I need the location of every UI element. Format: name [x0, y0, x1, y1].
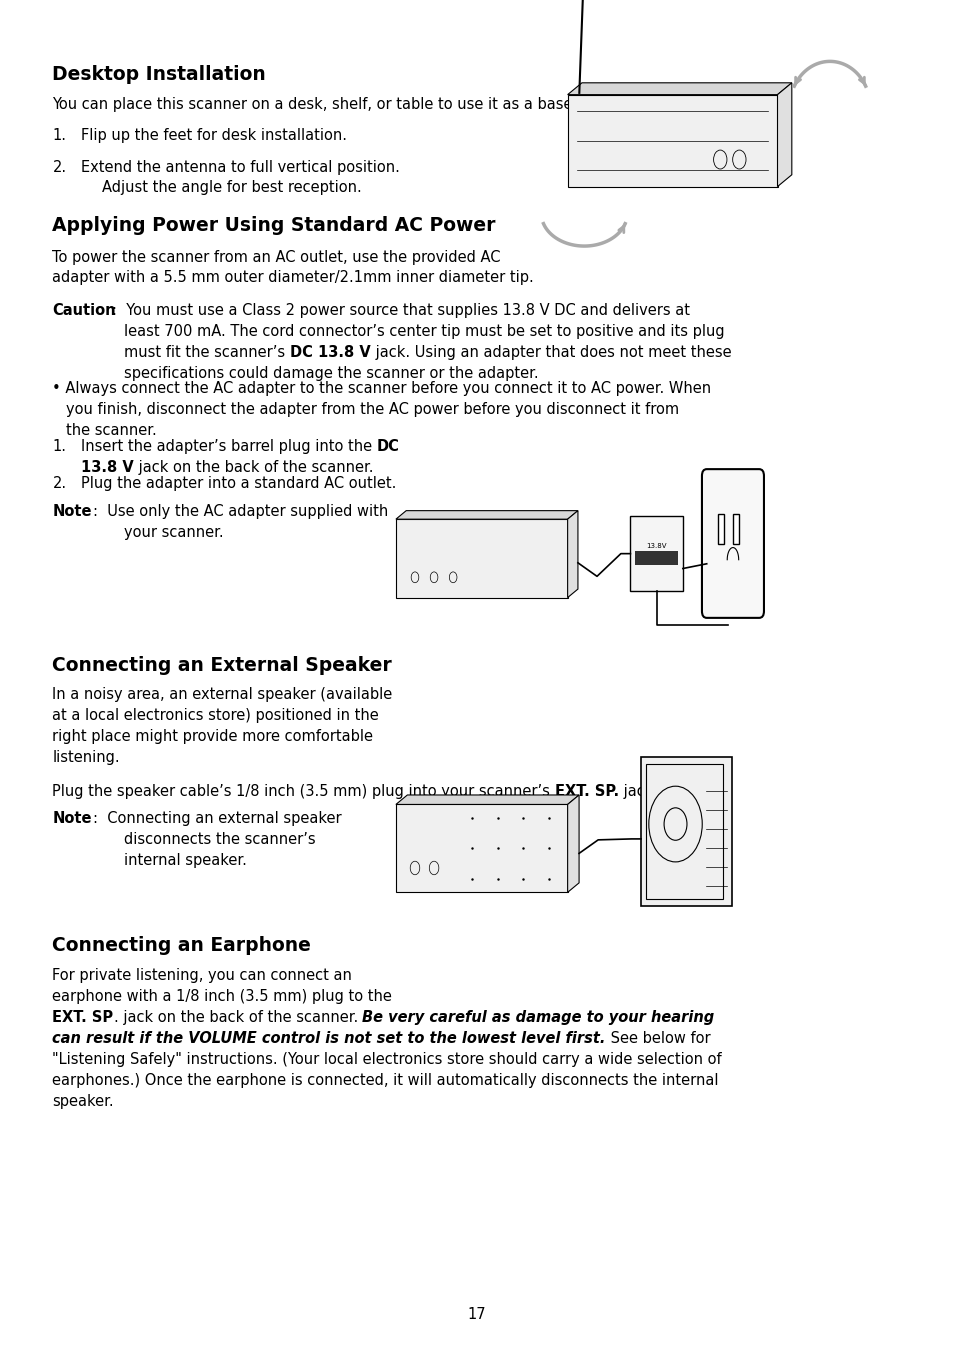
Polygon shape: [395, 519, 567, 598]
Text: In a noisy area, an external speaker (available: In a noisy area, an external speaker (av…: [52, 687, 393, 702]
Bar: [733, 514, 739, 544]
FancyBboxPatch shape: [701, 469, 763, 618]
Text: Applying Power Using Standard AC Power: Applying Power Using Standard AC Power: [52, 216, 496, 235]
Text: Be very careful as damage to your hearing: Be very careful as damage to your hearin…: [362, 1010, 714, 1025]
Text: you finish, disconnect the adapter from the AC power before you disconnect it fr: you finish, disconnect the adapter from …: [66, 403, 679, 418]
Polygon shape: [395, 511, 578, 519]
Text: 2.: 2.: [52, 160, 67, 174]
Text: :  Connecting an external speaker: : Connecting an external speaker: [92, 811, 341, 826]
Text: . jack on the back of the scanner.: . jack on the back of the scanner.: [113, 1010, 362, 1025]
Text: :  Use only the AC adapter supplied with: : Use only the AC adapter supplied with: [92, 504, 387, 519]
Text: adapter with a 5.5 mm outer diameter/2.1mm inner diameter tip.: adapter with a 5.5 mm outer diameter/2.1…: [52, 270, 534, 285]
Polygon shape: [567, 511, 578, 598]
Text: speaker.: speaker.: [52, 1094, 114, 1109]
Text: jack.: jack.: [618, 784, 658, 799]
FancyBboxPatch shape: [630, 516, 682, 591]
Text: 13.8V: 13.8V: [646, 544, 666, 549]
Text: internal speaker.: internal speaker.: [124, 853, 247, 868]
Text: DC 13.8 V: DC 13.8 V: [290, 345, 370, 360]
Text: jack on the back of the scanner.: jack on the back of the scanner.: [133, 460, 373, 476]
Polygon shape: [777, 82, 791, 187]
Text: at a local electronics store) positioned in the: at a local electronics store) positioned…: [52, 708, 379, 723]
Text: EXT. SP.: EXT. SP.: [555, 784, 618, 799]
Text: Desktop Installation: Desktop Installation: [52, 65, 266, 84]
Text: Adjust the angle for best reception.: Adjust the angle for best reception.: [102, 180, 361, 195]
Polygon shape: [567, 95, 777, 187]
Text: must fit the scanner’s: must fit the scanner’s: [124, 345, 290, 360]
Text: 1.: 1.: [52, 128, 67, 143]
Bar: [718, 514, 723, 544]
Bar: [645, 764, 722, 899]
Text: Insert the adapter’s barrel plug into the: Insert the adapter’s barrel plug into th…: [81, 439, 376, 454]
Bar: [635, 552, 678, 565]
Text: 17: 17: [467, 1307, 486, 1322]
Text: Extend the antenna to full vertical position.: Extend the antenna to full vertical posi…: [81, 160, 399, 174]
Text: For private listening, you can connect an: For private listening, you can connect a…: [52, 968, 352, 983]
Text: specifications could damage the scanner or the adapter.: specifications could damage the scanner …: [124, 365, 538, 381]
Polygon shape: [395, 795, 578, 804]
Text: Caution: Caution: [52, 303, 116, 318]
Text: your scanner.: your scanner.: [124, 525, 223, 541]
Text: can result if the VOLUME control is not set to the lowest level first.: can result if the VOLUME control is not …: [52, 1032, 605, 1046]
Text: listening.: listening.: [52, 749, 120, 765]
Text: 2.: 2.: [52, 476, 67, 491]
Text: :  You must use a Class 2 power source that supplies 13.8 V DC and delivers at: : You must use a Class 2 power source th…: [112, 303, 689, 318]
Text: See below for: See below for: [605, 1032, 710, 1046]
Text: earphone with a 1/8 inch (3.5 mm) plug to the: earphone with a 1/8 inch (3.5 mm) plug t…: [52, 990, 392, 1005]
Text: right place might provide more comfortable: right place might provide more comfortab…: [52, 729, 373, 744]
Text: Plug the speaker cable’s 1/8 inch (3.5 mm) plug into your scanner’s: Plug the speaker cable’s 1/8 inch (3.5 m…: [52, 784, 555, 799]
Polygon shape: [567, 82, 791, 95]
Text: You can place this scanner on a desk, shelf, or table to use it as a base statio: You can place this scanner on a desk, sh…: [52, 97, 632, 112]
Text: least 700 mA. The cord connector’s center tip must be set to positive and its pl: least 700 mA. The cord connector’s cente…: [124, 323, 724, 339]
Text: the scanner.: the scanner.: [66, 423, 156, 438]
Text: Note: Note: [52, 504, 91, 519]
Text: earphones.) Once the earphone is connected, it will automatically disconnects th: earphones.) Once the earphone is connect…: [52, 1073, 719, 1088]
Text: Connecting an External Speaker: Connecting an External Speaker: [52, 656, 392, 675]
Text: • Always connect the AC adapter to the scanner before you connect it to AC power: • Always connect the AC adapter to the s…: [52, 381, 711, 396]
Text: Note: Note: [52, 811, 91, 826]
Text: Plug the adapter into a standard AC outlet.: Plug the adapter into a standard AC outl…: [81, 476, 396, 491]
Text: 1.: 1.: [52, 439, 67, 454]
Text: To power the scanner from an AC outlet, use the provided AC: To power the scanner from an AC outlet, …: [52, 250, 500, 265]
Text: Flip up the feet for desk installation.: Flip up the feet for desk installation.: [81, 128, 347, 143]
Text: EXT. SP: EXT. SP: [52, 1010, 113, 1025]
Text: DC: DC: [376, 439, 399, 454]
Polygon shape: [567, 795, 578, 892]
Text: "Listening Safely" instructions. (Your local electronics store should carry a wi: "Listening Safely" instructions. (Your l…: [52, 1052, 721, 1067]
Text: 13.8 V: 13.8 V: [81, 460, 133, 476]
Text: jack. Using an adapter that does not meet these: jack. Using an adapter that does not mee…: [370, 345, 730, 360]
FancyBboxPatch shape: [640, 757, 731, 906]
Polygon shape: [395, 804, 567, 892]
Text: disconnects the scanner’s: disconnects the scanner’s: [124, 831, 315, 848]
Text: Connecting an Earphone: Connecting an Earphone: [52, 936, 311, 955]
